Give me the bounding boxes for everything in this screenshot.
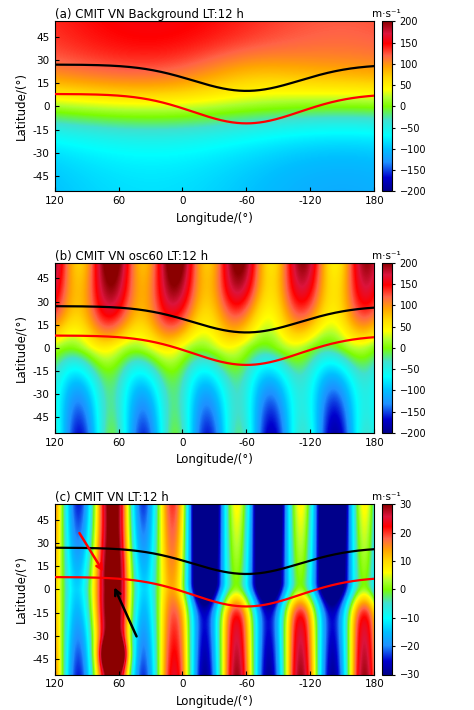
- Title: m·s⁻¹: m·s⁻¹: [373, 251, 401, 261]
- Title: m·s⁻¹: m·s⁻¹: [373, 492, 401, 502]
- Text: (c) CMIT VN LT:12 h: (c) CMIT VN LT:12 h: [55, 491, 168, 504]
- Text: (b) CMIT VN osc60 LT:12 h: (b) CMIT VN osc60 LT:12 h: [55, 250, 208, 263]
- X-axis label: Longitude/(°): Longitude/(°): [175, 212, 254, 225]
- X-axis label: Longitude/(°): Longitude/(°): [175, 695, 254, 708]
- Title: m·s⁻¹: m·s⁻¹: [373, 9, 401, 19]
- X-axis label: Longitude/(°): Longitude/(°): [175, 454, 254, 466]
- Y-axis label: Latitude/(°): Latitude/(°): [14, 555, 27, 623]
- Y-axis label: Latitude/(°): Latitude/(°): [14, 72, 27, 141]
- Y-axis label: Latitude/(°): Latitude/(°): [14, 314, 27, 382]
- Text: (a) CMIT VN Background LT:12 h: (a) CMIT VN Background LT:12 h: [55, 9, 243, 21]
